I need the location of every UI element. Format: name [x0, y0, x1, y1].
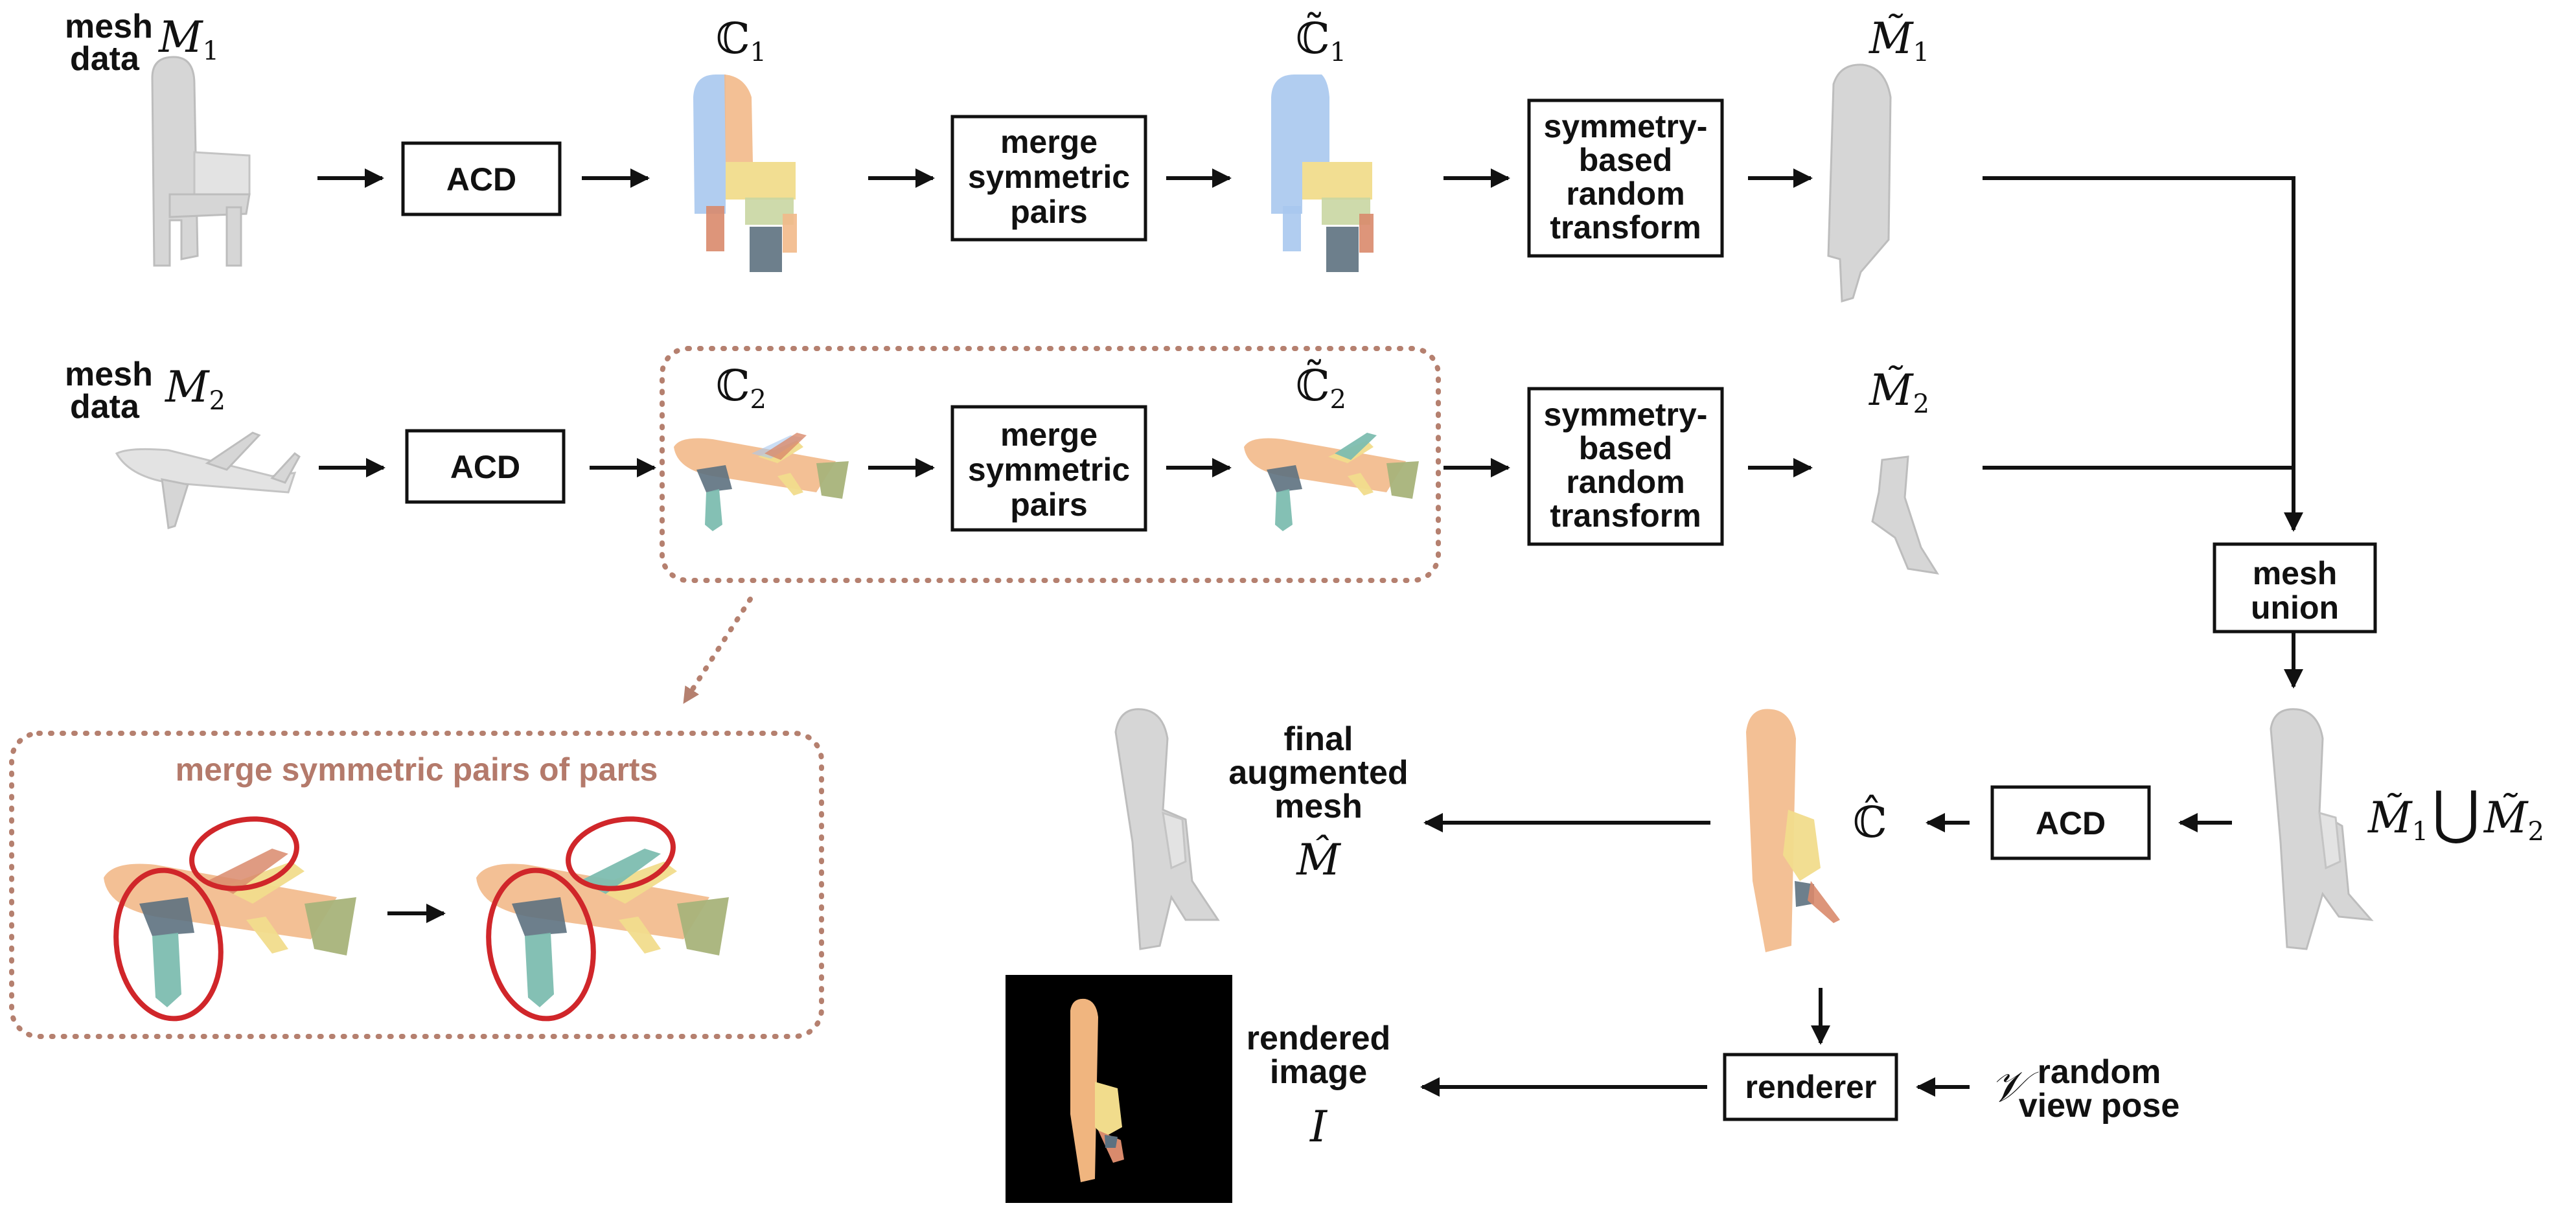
merge-detail-highlight-box [660, 346, 1441, 583]
inset-box [9, 731, 824, 1039]
c2t-symbol: ℂ̃2 [1296, 359, 1346, 415]
combined-mesh [2270, 708, 2374, 950]
c1-symbol: ℂ1 [716, 14, 766, 67]
svg-text:symmetry-: symmetry- [1544, 396, 1708, 433]
acd-box-2: ACD [405, 429, 566, 504]
renderer-box: renderer [1723, 1053, 1898, 1121]
svg-text:random: random [1566, 176, 1685, 212]
svg-text:ACD: ACD [450, 449, 520, 485]
m1-symbol: M1 [158, 12, 219, 66]
acd-box-1: ACD [401, 141, 562, 216]
mesh-union-box: mesh union [2213, 542, 2377, 634]
chair-parts-c1t [1271, 74, 1374, 272]
mesh-data-2-label-line2: data [70, 388, 140, 426]
svg-text:renderer: renderer [1745, 1069, 1877, 1105]
chat-symbol: ℂ̂ [1853, 795, 1887, 847]
m2t-symbol: M̃2 [1869, 365, 1929, 419]
random-label-line2: view pose [2019, 1087, 2180, 1125]
m2-symbol: M2 [165, 362, 225, 416]
i-symbol: I [1309, 1102, 1328, 1152]
svg-text:symmetric: symmetric [968, 159, 1130, 195]
airplane-parts-c2t [1244, 433, 1419, 531]
mesh-data-1-label-line2: data [70, 40, 140, 78]
svg-text:transform: transform [1550, 209, 1701, 246]
merge-box-2: merge symmetric pairs [950, 405, 1147, 532]
c1t-symbol: ℂ̃1 [1296, 12, 1346, 67]
rendered-label-line2: image [1270, 1053, 1367, 1091]
final-label-line1: final [1284, 720, 1353, 758]
svg-text:mesh: mesh [2253, 555, 2338, 591]
svg-text:ACD: ACD [446, 161, 516, 198]
inset-airplane-before [104, 816, 356, 1022]
chair-mesh-m1 [151, 56, 251, 267]
svg-text:merge: merge [1000, 124, 1098, 160]
random-label-line1: random [2038, 1053, 2161, 1091]
mesh-data-1-label-line1: mesh [65, 8, 153, 45]
mesh-data-2-label-line1: mesh [65, 356, 153, 393]
svg-text:transform: transform [1550, 497, 1701, 534]
acd-box-3: ACD [1990, 785, 2151, 860]
final-augmented-mesh [1114, 708, 1220, 950]
inset-airplane-after [476, 816, 729, 1022]
svg-text:random: random [1566, 464, 1685, 500]
svg-text:pairs: pairs [1010, 486, 1088, 523]
svg-text:based: based [1579, 430, 1673, 466]
svg-text:symmetric: symmetric [968, 452, 1130, 488]
transformed-mesh-m1t [1827, 63, 1892, 303]
svg-text:pairs: pairs [1010, 194, 1088, 230]
chair-parts-c1 [693, 74, 797, 272]
merge-box-1: merge symmetric pairs [950, 115, 1147, 242]
airplane-parts-c2 [674, 433, 849, 531]
decomposed-combined-mesh [1746, 709, 1840, 952]
final-label-line3: mesh [1274, 788, 1363, 825]
mhat-symbol: M̂ [1296, 835, 1341, 885]
symmetry-transform-box-1: symmetry- based random transform [1527, 98, 1724, 258]
c2-symbol: ℂ2 [716, 361, 766, 415]
inset-title: merge symmetric pairs of parts [176, 751, 658, 788]
svg-text:merge: merge [1000, 417, 1098, 453]
symmetry-transform-box-2: symmetry- based random transform [1527, 387, 1724, 546]
union-expression: M̃1⋃M̃2 [2367, 779, 2544, 847]
final-label-line2: augmented [1228, 754, 1408, 792]
transformed-mesh-m2t [1871, 455, 1940, 575]
svg-text:based: based [1579, 142, 1673, 178]
connector-m1t-to-union [1983, 176, 2295, 466]
svg-text:symmetry-: symmetry- [1544, 108, 1708, 144]
svg-text:union: union [2251, 589, 2339, 626]
m1t-symbol: M̃1 [1869, 14, 1929, 67]
rendered-image [1006, 975, 1232, 1203]
rendered-label-line1: rendered [1247, 1020, 1391, 1057]
airplane-mesh-m2 [115, 431, 301, 529]
svg-text:ACD: ACD [2036, 805, 2106, 841]
dotted-arrow-to-inset [683, 597, 753, 704]
